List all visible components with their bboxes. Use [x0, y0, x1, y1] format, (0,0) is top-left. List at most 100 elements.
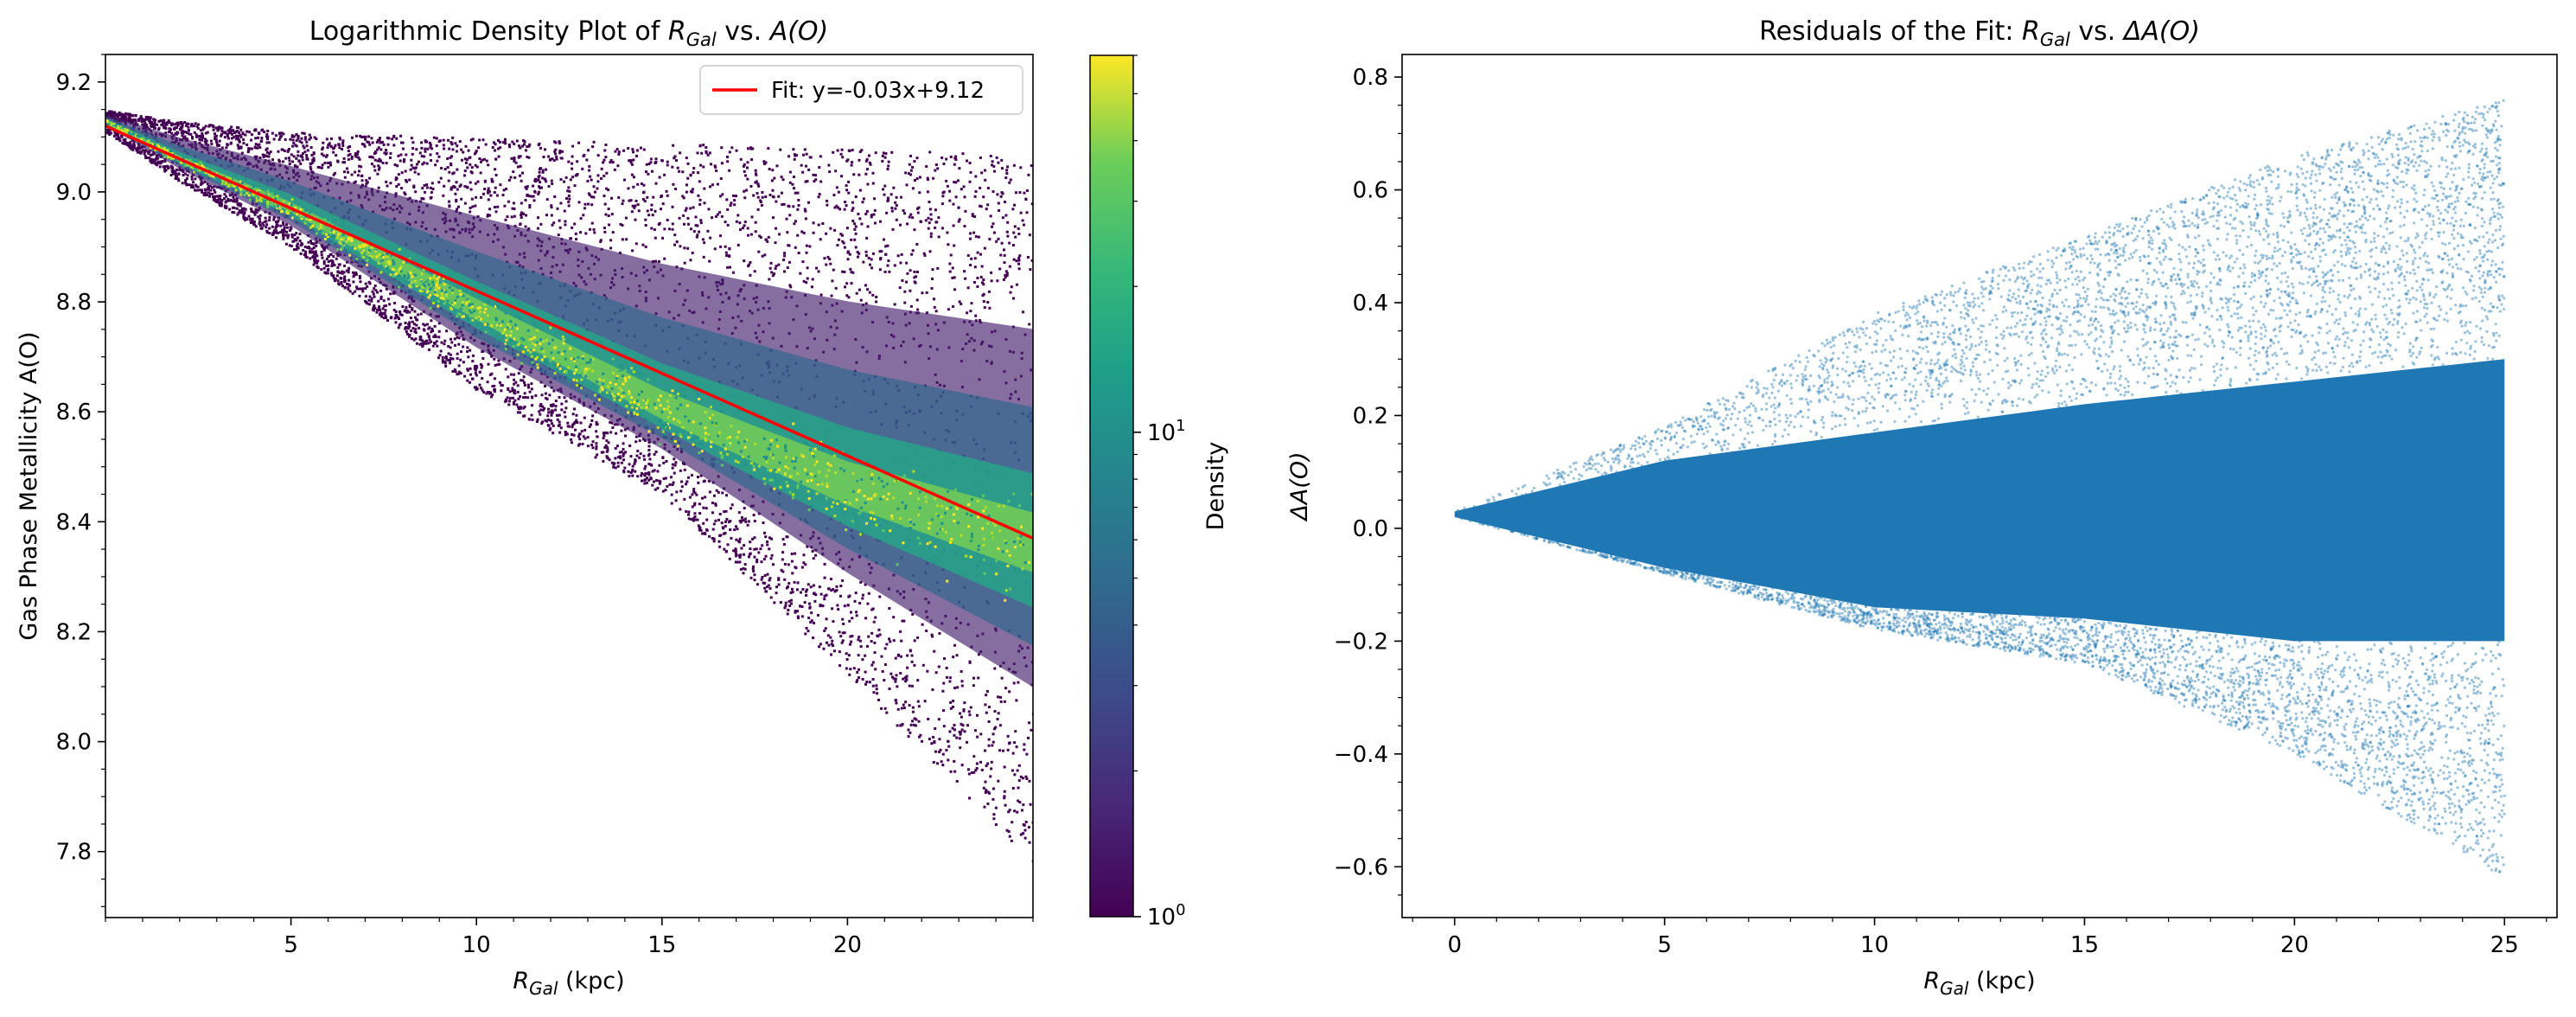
- density-bin: [458, 184, 462, 188]
- density-bin: [714, 503, 717, 507]
- density-bin: [554, 400, 558, 403]
- density-bin: [239, 128, 243, 131]
- density-bin: [926, 190, 929, 194]
- density-bin: [338, 146, 341, 150]
- density-bin: [153, 125, 156, 128]
- density-bin: [147, 152, 150, 156]
- density-bin: [883, 662, 887, 666]
- density-bin: [639, 452, 642, 456]
- density-bin: [887, 160, 890, 163]
- density-bin: [511, 140, 514, 144]
- density-bin: [759, 547, 762, 551]
- density-bin: [393, 163, 397, 167]
- density-bin: [378, 313, 381, 317]
- density-bin: [347, 170, 350, 174]
- density-bin: [749, 184, 753, 188]
- density-bin: [1015, 259, 1018, 263]
- density-bin: [1005, 230, 1009, 233]
- density-bin: [1000, 158, 1004, 162]
- density-bin: [164, 131, 168, 135]
- density-bin: [305, 140, 309, 144]
- density-bin: [541, 420, 545, 424]
- density-bin: [647, 172, 650, 176]
- density-bin: [441, 361, 444, 364]
- density-bin: [564, 223, 567, 227]
- density-bin: [682, 214, 685, 217]
- density-bin: [853, 238, 857, 241]
- density-bin: [397, 326, 400, 329]
- density-bin: [195, 125, 199, 128]
- density-bin: [1028, 841, 1031, 844]
- density-bin: [855, 680, 858, 683]
- density-bin: [872, 213, 876, 216]
- density-bin: [338, 138, 341, 141]
- density-bin: [312, 152, 316, 156]
- density-bin: [526, 194, 529, 197]
- density-bin: [926, 178, 929, 182]
- density-bin: [167, 166, 170, 170]
- density-bin: [636, 203, 640, 207]
- density-bin: [286, 233, 290, 237]
- density-bin: [997, 237, 1000, 240]
- density-bin: [302, 144, 305, 148]
- density-bin: [463, 201, 467, 205]
- density-bin: [190, 124, 194, 127]
- density-bin: [215, 195, 219, 198]
- density-bin: [368, 176, 372, 180]
- density-bin: [697, 171, 700, 175]
- density-bin: [553, 195, 557, 198]
- density-bin: [450, 163, 453, 167]
- density-bin: [787, 244, 791, 247]
- density-bin: [1004, 214, 1008, 217]
- density-bin: [768, 577, 772, 580]
- density-bin: [789, 598, 793, 602]
- density-bin: [885, 211, 889, 214]
- density-bin: [504, 142, 507, 145]
- density-bin: [913, 639, 916, 643]
- density-bin: [260, 137, 264, 140]
- density-bin: [435, 137, 438, 140]
- density-bin: [257, 136, 260, 139]
- density-bin: [1002, 248, 1005, 252]
- density-bin: [634, 154, 638, 157]
- density-bin: [337, 143, 341, 146]
- density-bin: [714, 519, 717, 522]
- density-bin: [583, 437, 587, 440]
- density-bin: [313, 259, 316, 263]
- density-bin: [1022, 832, 1025, 835]
- density-bin: [825, 641, 828, 644]
- density-bin: [968, 237, 972, 240]
- density-bin: [1013, 809, 1017, 813]
- density-bin: [641, 243, 645, 246]
- density-bin: [335, 154, 338, 157]
- density-bin: [1012, 258, 1016, 261]
- density-bin: [347, 269, 350, 272]
- density-bin: [399, 134, 403, 138]
- density-bin: [761, 195, 764, 199]
- density-bin: [705, 518, 709, 521]
- density-bin: [447, 200, 450, 203]
- density-bin: [756, 182, 760, 186]
- density-bin: [565, 196, 569, 200]
- density-bin: [780, 568, 783, 572]
- density-bin: [469, 207, 472, 210]
- density-bin: [629, 471, 633, 475]
- density-bin: [405, 310, 409, 314]
- density-bin: [979, 205, 983, 208]
- density-bin: [638, 439, 641, 443]
- density-bin: [826, 634, 830, 637]
- density-bin: [603, 445, 607, 449]
- density-bin: [808, 605, 812, 609]
- density-bin: [1030, 259, 1033, 262]
- density-bin: [925, 291, 928, 294]
- density-bin: [372, 292, 375, 296]
- density-bin: [772, 563, 775, 566]
- density-bin: [707, 208, 711, 211]
- density-bin: [546, 414, 550, 418]
- density-bin: [520, 201, 523, 205]
- density-bin: [521, 144, 525, 148]
- density-bin: [675, 240, 679, 244]
- density-bin: [629, 199, 633, 202]
- density-bin: [947, 243, 950, 246]
- density-bin: [549, 419, 552, 422]
